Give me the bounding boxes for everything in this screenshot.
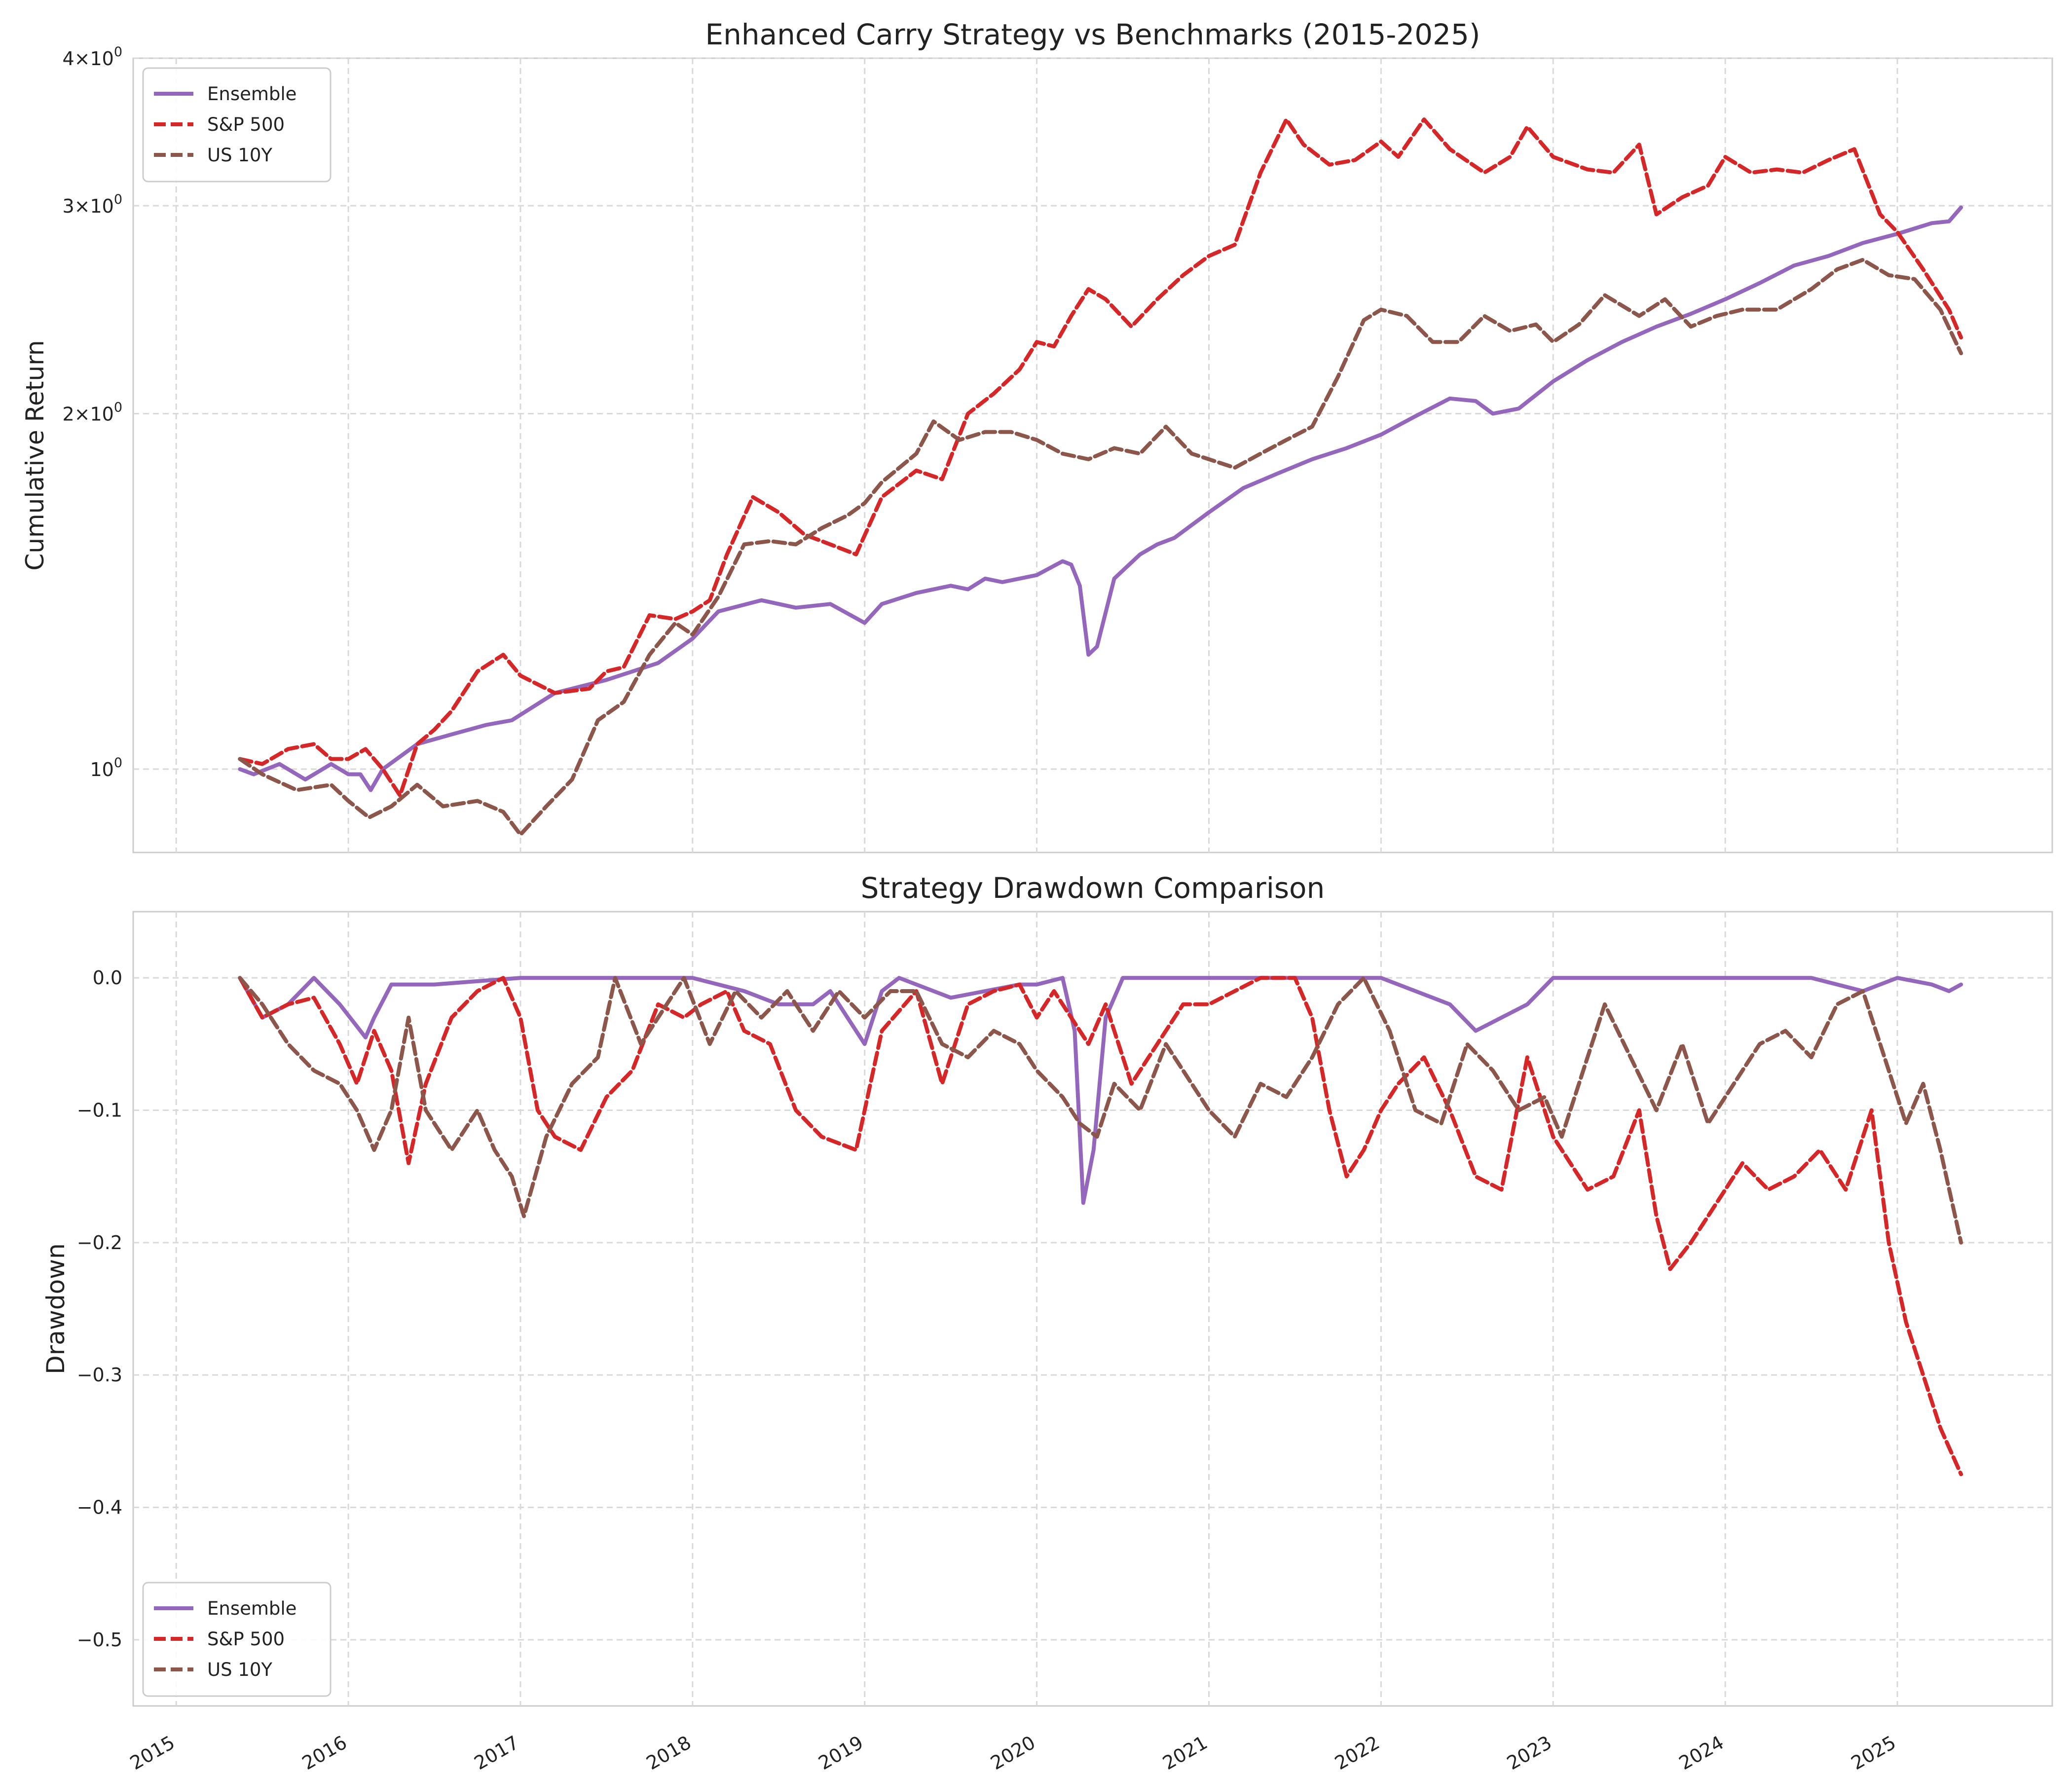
legend-label: S&P 500 [207, 114, 285, 135]
legend-label: Ensemble [207, 1598, 296, 1619]
legend-label: US 10Y [207, 1659, 272, 1680]
y-tick-label: −0.2 [77, 1232, 122, 1254]
y-tick-labels: 100 2×100 3×100 4×100 [62, 44, 122, 780]
y-axis-label: Drawdown [41, 1243, 70, 1374]
y-tick-label: 2×100 [62, 400, 122, 425]
grid [133, 57, 2052, 852]
y-tick-label: −0.1 [77, 1100, 122, 1121]
cumulative-return-panel: 100 2×100 3×100 4×100 Enhanced Carry Strate… [21, 18, 2053, 853]
y-axis-label: Cumulative Return [21, 340, 49, 570]
y-tick-label: 0.0 [93, 967, 122, 989]
y-tick-label: −0.5 [77, 1629, 122, 1651]
y-tick-label: −0.3 [77, 1364, 122, 1386]
y-tick-label: 3×100 [62, 192, 122, 217]
legend-label: S&P 500 [207, 1628, 285, 1650]
legend: Ensemble S&P 500 US 10Y [142, 1582, 332, 1697]
legend-label: US 10Y [207, 145, 272, 166]
series-line-ensemble [238, 205, 1963, 792]
series-group [238, 976, 1963, 1477]
legend: Ensemble S&P 500 US 10Y [142, 67, 332, 183]
series-line-ensemble [238, 976, 1963, 1205]
axes-frame [132, 911, 2053, 1707]
series-line-s-p-500 [238, 117, 1963, 798]
chart-title: Strategy Drawdown Comparison [861, 871, 1325, 905]
y-tick-label: −0.4 [77, 1497, 122, 1518]
series-line-s-p-500 [238, 976, 1963, 1477]
series-line-us-10y [238, 258, 1963, 837]
series-line-us-10y [238, 976, 1963, 1245]
axes-frame [132, 57, 2053, 853]
legend-label: Ensemble [207, 83, 296, 105]
y-tick-labels: 0.0 −0.1 −0.2 −0.3 −0.4 −0.5 [77, 967, 122, 1651]
y-tick-label: 4×100 [62, 44, 122, 70]
drawdown-panel: 0.0−0.1−0.2−0.3−0.4−0.5 2015 2016 2017 2018… [41, 871, 2053, 1774]
grid [133, 912, 2052, 1706]
series-group [238, 117, 1963, 837]
y-tick-label: 100 [90, 755, 122, 780]
chart-title: Enhanced Carry Strategy vs Benchmarks (2… [705, 18, 1480, 51]
